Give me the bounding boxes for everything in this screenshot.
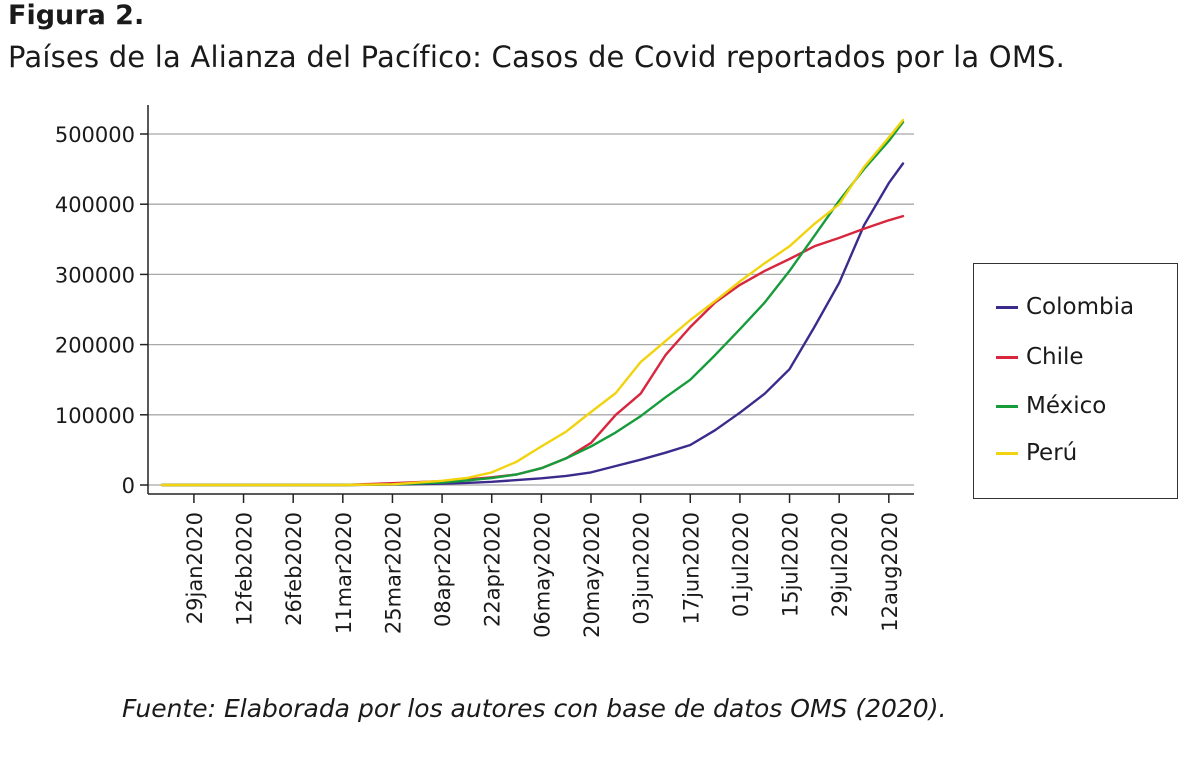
x-tick-label: 29jan2020 bbox=[183, 512, 207, 624]
x-tick-label: 25mar2020 bbox=[381, 512, 405, 634]
x-tick-label: 12feb2020 bbox=[233, 512, 257, 626]
line-chart: 0 100000 200000 300000 400000 500000 29jan2020… bbox=[55, 105, 914, 638]
series-line-peru bbox=[160, 118, 905, 487]
legend-label-mexico: México bbox=[1026, 393, 1107, 419]
x-tick-label: 03jun2020 bbox=[630, 512, 654, 625]
series-line-colombia bbox=[160, 162, 905, 487]
legend-label-chile: Chile bbox=[1026, 344, 1084, 370]
series-line-chile bbox=[160, 214, 905, 487]
x-tick-label: 01jul2020 bbox=[729, 512, 753, 617]
legend-item-chile: Chile bbox=[996, 342, 1084, 372]
x-tick-label: 11mar2020 bbox=[332, 512, 356, 634]
x-tick-label: 12aug2020 bbox=[878, 512, 902, 632]
y-tick-label: 200000 bbox=[55, 334, 135, 358]
x-tick-label: 20may2020 bbox=[580, 512, 604, 638]
legend-label-peru: Perú bbox=[1026, 440, 1078, 466]
legend-swatch-mexico bbox=[996, 404, 1018, 408]
x-tick-label: 26feb2020 bbox=[282, 512, 306, 626]
x-tick-label: 22apr2020 bbox=[481, 512, 505, 627]
y-tick-label: 400000 bbox=[55, 193, 135, 217]
y-tick-label: 0 bbox=[122, 474, 135, 498]
figure-label: Figura 2. bbox=[8, 0, 145, 31]
legend-item-mexico: México bbox=[996, 391, 1106, 421]
x-tick-label: 06may2020 bbox=[530, 512, 554, 638]
figure-source: Fuente: Elaborada por los autores con ba… bbox=[122, 694, 947, 723]
y-tick-label: 500000 bbox=[55, 123, 135, 147]
y-tick-label: 300000 bbox=[55, 263, 135, 287]
legend-item-peru: Perú bbox=[996, 438, 1077, 468]
figure-title: Países de la Alianza del Pacífico: Casos… bbox=[8, 40, 1066, 74]
x-tick-label: 17jun2020 bbox=[679, 512, 703, 625]
x-tick-label: 15jul2020 bbox=[779, 512, 803, 617]
chart-legend: Colombia Chile México Perú bbox=[973, 263, 1178, 499]
y-tick-label: 100000 bbox=[55, 404, 135, 428]
legend-label-colombia: Colombia bbox=[1026, 294, 1135, 320]
x-tick-label: 29jul2020 bbox=[828, 512, 852, 617]
x-tick-label: 08apr2020 bbox=[431, 512, 455, 627]
legend-item-colombia: Colombia bbox=[996, 292, 1134, 322]
legend-swatch-chile bbox=[996, 355, 1018, 359]
legend-swatch-colombia bbox=[996, 305, 1018, 309]
series-line-mexico bbox=[160, 120, 905, 487]
legend-swatch-peru bbox=[996, 451, 1018, 455]
